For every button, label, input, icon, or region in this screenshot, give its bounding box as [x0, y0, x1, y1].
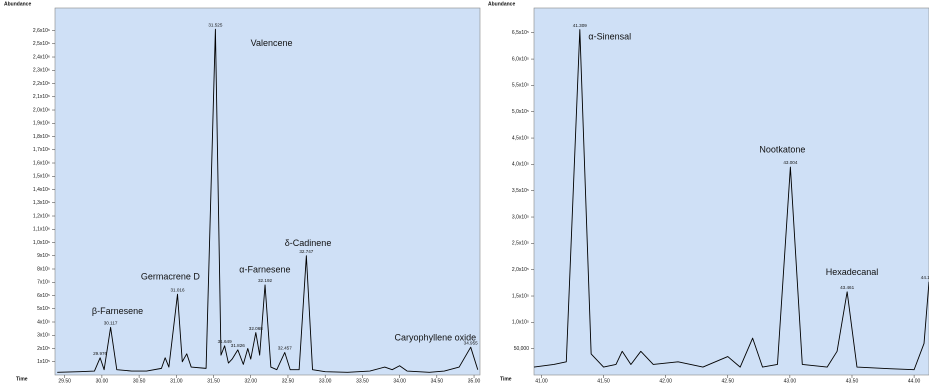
x-tick-label: 32.50 [282, 378, 295, 384]
y-tick-label: 1,9x10⁶ [33, 121, 50, 127]
x-tick-label: 31.50 [207, 378, 220, 384]
x-tick-label: 31.00 [170, 378, 183, 384]
peak-label: 31.649 [218, 339, 232, 344]
y-tick-label: 1,6x10⁶ [33, 160, 50, 166]
y-tick-label: 5,5x10⁵ [512, 83, 529, 89]
y-axis-label: Abundance [488, 1, 515, 7]
y-tick-label: 2,0x10⁶ [33, 107, 50, 113]
compound-name: α-Sinensal [588, 31, 631, 41]
peak-label: 31.826 [231, 343, 245, 348]
y-tick-label: 4,5x10⁵ [512, 135, 529, 141]
x-tick-label: 33.00 [319, 378, 332, 384]
x-axis-label: Time [500, 376, 512, 382]
y-tick-label: 3,5x10⁵ [512, 188, 529, 194]
y-tick-label: 4x10⁵ [37, 319, 50, 325]
peak-label: 31.525 [208, 22, 222, 27]
x-tick-label: 34.00 [393, 378, 406, 384]
y-tick-label: 1,5x10⁵ [512, 293, 529, 299]
y-tick-label: 2,5x10⁵ [512, 241, 529, 247]
peak-label: 32.068 [249, 326, 263, 331]
plot-area [533, 7, 929, 376]
y-tick-label: 5x10⁵ [37, 306, 50, 312]
y-tick-label: 1,7x10⁶ [33, 147, 50, 153]
x-tick-label: 41.50 [597, 378, 610, 384]
peak-label: 32.192 [258, 278, 272, 283]
y-tick-label: 6,5x10⁵ [512, 30, 529, 36]
y-tick-label: 1,2x10⁶ [33, 213, 50, 219]
peak-label: 32.747 [299, 249, 313, 254]
y-tick-label: 1x10⁵ [37, 359, 50, 365]
y-tick-label: 1,0x10⁶ [33, 240, 50, 246]
x-axis-label: Time [16, 376, 28, 382]
y-tick-label: 2,1x10⁶ [33, 94, 50, 100]
y-tick-label: 2,0x10⁵ [512, 267, 529, 273]
y-tick-label: 1,4x10⁶ [33, 187, 50, 193]
compound-name: Hexadecanal [826, 267, 879, 277]
y-tick-label: 2x10⁵ [37, 346, 50, 352]
x-tick-label: 43.50 [846, 378, 859, 384]
y-tick-label: 1,8x10⁶ [33, 134, 50, 140]
y-tick-label: 2,6x10⁶ [33, 28, 50, 34]
y-tick-label: 2,2x10⁶ [33, 81, 50, 87]
y-tick-label: 1,3x10⁶ [33, 200, 50, 206]
trace [57, 28, 479, 373]
y-tick-label: 1,0x10⁵ [512, 320, 529, 326]
x-tick-label: 43.00 [784, 378, 797, 384]
y-tick-label: 6x10⁵ [37, 293, 50, 299]
y-tick-label: 8x10⁵ [37, 266, 50, 272]
compound-name: Germacrene D [141, 271, 201, 281]
compound-name: Nootkatone [759, 145, 805, 155]
y-tick-label: 5,0x10⁵ [512, 109, 529, 115]
x-tick-label: 30.50 [133, 378, 146, 384]
y-tick-label: 4,0x10⁵ [512, 162, 529, 168]
x-tick-label: 41.00 [535, 378, 548, 384]
x-tick-label: 33.50 [356, 378, 369, 384]
peak-label: 44.12 [921, 275, 929, 280]
x-tick-label: 42.00 [659, 378, 672, 384]
compound-name: β-Farnesene [92, 306, 143, 316]
peak-label: 29.976 [93, 351, 107, 356]
compound-name: Caryophyllene oxide [395, 332, 477, 342]
x-tick-label: 42.50 [722, 378, 735, 384]
compound-name: Valencene [251, 38, 293, 48]
y-tick-label: 7x10⁵ [37, 280, 50, 286]
peak-label: 43.004 [783, 160, 797, 165]
x-tick-label: 35.00 [468, 378, 481, 384]
y-tick-label: 1,5x10⁶ [33, 174, 50, 180]
x-tick-label: 30.00 [96, 378, 109, 384]
x-tick-label: 44.00 [908, 378, 921, 384]
y-tick-label: 2,5x10⁶ [33, 41, 50, 47]
peak-label: 34.955 [464, 340, 478, 345]
y-tick-label: 6,0x10⁵ [512, 56, 529, 62]
y-axis-label: Abundance [4, 1, 31, 7]
peak-label: 31.016 [170, 287, 184, 292]
y-tick-label: 9x10⁵ [37, 253, 50, 259]
x-tick-label: 29.50 [58, 378, 71, 384]
peak-label: 43.461 [840, 285, 854, 290]
y-tick-label: 2,4x10⁶ [33, 54, 50, 60]
y-tick-label: 50,000 [514, 346, 530, 352]
compound-name: α-Farnesene [239, 265, 290, 275]
peak-label: 32.457 [278, 346, 292, 351]
x-tick-label: 32.00 [244, 378, 257, 384]
y-tick-label: 2,3x10⁶ [33, 68, 50, 74]
peak-label: 41.309 [573, 23, 587, 28]
y-tick-label: 1,1x10⁶ [33, 227, 50, 233]
y-tick-label: 3,0x10⁵ [512, 214, 529, 220]
trace [533, 29, 929, 371]
x-tick-label: 34.50 [431, 378, 444, 384]
peak-label: 30.117 [104, 321, 118, 326]
y-tick-label: 3x10⁵ [37, 333, 50, 339]
compound-name: δ-Cadinene [285, 238, 332, 248]
